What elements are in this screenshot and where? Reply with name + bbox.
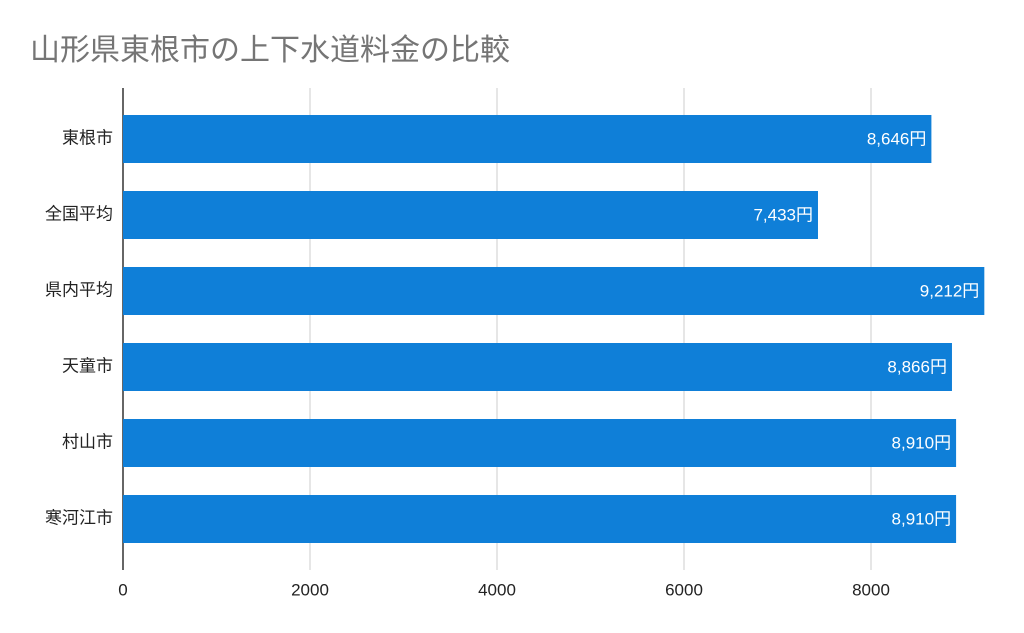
- y-tick-label: 寒河江市: [45, 508, 113, 527]
- x-tick-label: 8000: [852, 580, 890, 599]
- bar: [123, 191, 818, 239]
- value-label: 8,866円: [887, 357, 947, 376]
- bar: [123, 419, 957, 467]
- y-tick-label: 村山市: [62, 432, 113, 451]
- y-tick-label: 天童市: [62, 356, 113, 375]
- x-tick-label: 2000: [291, 580, 329, 599]
- bar: [123, 115, 932, 163]
- value-label: 7,433円: [753, 205, 813, 224]
- value-label: 8,646円: [867, 129, 927, 148]
- value-label: 8,910円: [892, 509, 952, 528]
- chart-title: 山形県東根市の上下水道料金の比較: [30, 34, 510, 67]
- x-tick-label: 0: [118, 580, 127, 599]
- value-label: 9,212円: [920, 281, 980, 300]
- x-tick-label: 6000: [665, 580, 703, 599]
- x-tick-label: 4000: [478, 580, 516, 599]
- bar: [123, 267, 985, 315]
- y-tick-label: 東根市: [62, 128, 113, 147]
- y-tick-label: 県内平均: [45, 280, 113, 299]
- bar: [123, 343, 952, 391]
- y-tick-label: 全国平均: [45, 204, 113, 223]
- value-label: 8,910円: [892, 433, 952, 452]
- bar: [123, 495, 957, 543]
